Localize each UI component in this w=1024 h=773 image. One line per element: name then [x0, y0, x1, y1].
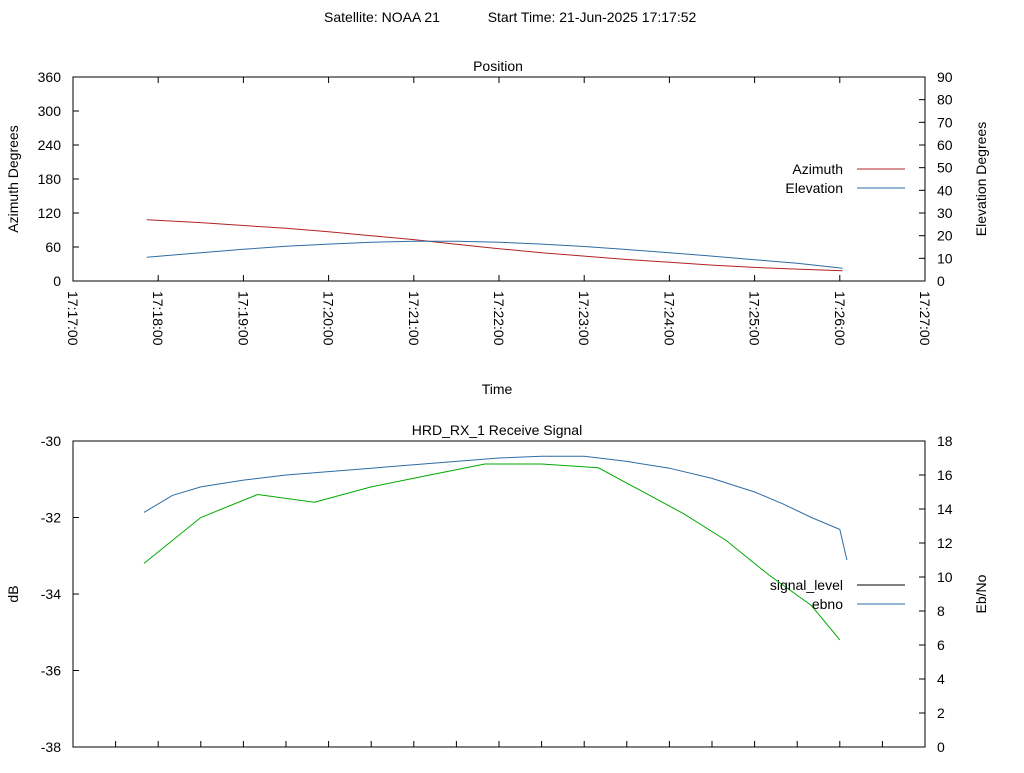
signal-ticks: -38 -36 -34 -32 -30 0 2 4 6 8 10 12 14 16 18: [41, 433, 953, 755]
legend-ebno-label: ebno: [812, 596, 843, 612]
elevation-tick-label: 30: [937, 205, 953, 221]
ebno-tick-label: 2: [937, 705, 945, 721]
azimuth-tick-label: 360: [38, 69, 62, 85]
time-tick-label: 17:22:00: [491, 291, 507, 346]
signal-panel: HRD_RX_1 Receive Signal dB Eb/No -38-36-…: [5, 422, 989, 755]
ebno-tick-label: 8: [937, 603, 945, 619]
time-tick-label: 17:21:00: [406, 291, 422, 346]
azimuth-tick-label: 60: [45, 239, 61, 255]
db-tick-label: -32: [41, 510, 61, 526]
elevation-tick-label: 50: [937, 160, 953, 176]
time-tick-label: 17:19:00: [235, 291, 251, 346]
elevation-tick-label: 40: [937, 182, 953, 198]
azimuth-tick-label: 180: [38, 171, 62, 187]
ebno-tick-label: 0: [937, 739, 945, 755]
legend-azimuth-label: Azimuth: [792, 161, 843, 177]
legend-elevation-label: Elevation: [785, 180, 843, 196]
ebno-tick-label: 14: [937, 501, 953, 517]
time-tick-label: 17:23:00: [576, 291, 592, 346]
ebno-tick-label: 12: [937, 535, 953, 551]
azimuth-tick-label: 300: [38, 103, 62, 119]
ebno-axis-label: Eb/No: [973, 574, 989, 613]
time-tick-label: 17:18:00: [150, 291, 166, 346]
azimuth-tick-label: 120: [38, 205, 62, 221]
ebno-tick-label: 18: [937, 433, 953, 449]
time-tick-label: 17:20:00: [321, 291, 337, 346]
position-title: Position: [473, 58, 523, 74]
signal-level-series-line: [143, 463, 841, 641]
ebno-tick-label: 16: [937, 467, 953, 483]
azimuth-series-line: [146, 219, 843, 272]
db-tick-label: -34: [41, 586, 61, 602]
elevation-tick-label: 90: [937, 69, 953, 85]
db-tick-label: -36: [41, 663, 61, 679]
signal-series: [143, 455, 848, 641]
elevation-tick-label: 60: [937, 137, 953, 153]
elevation-tick-label: 80: [937, 92, 953, 108]
start-time-label: Start Time: 21-Jun-2025 17:17:52: [488, 9, 697, 25]
time-tick-label: 17:24:00: [661, 291, 677, 346]
elevation-axis-label: Elevation Degrees: [973, 122, 989, 236]
ebno-tick-label: 4: [937, 671, 945, 687]
position-legend: Azimuth Elevation: [785, 161, 905, 196]
position-plot-frame: [72, 76, 926, 282]
elevation-tick-label: 0: [937, 273, 945, 289]
elevation-tick-label: 20: [937, 228, 953, 244]
elevation-tick-label: 70: [937, 114, 953, 130]
signal-title: HRD_RX_1 Receive Signal: [412, 422, 582, 438]
legend-signal-level-label: signal_level: [770, 577, 843, 593]
signal-legend: signal_level ebno: [770, 577, 905, 612]
time-tick-label: 17:17:00: [65, 291, 81, 346]
db-tick-label: -30: [41, 433, 61, 449]
ebno-tick-label: 6: [937, 637, 945, 653]
elevation-tick-label: 10: [937, 250, 953, 266]
position-ticks: 0 60 120 180 240 300 360 0 10 20 30 40 50 60 70 80 90 17:…: [38, 69, 953, 346]
db-tick-label: -38: [41, 739, 61, 755]
azimuth-tick-label: 0: [53, 273, 61, 289]
azimuth-tick-label: 240: [38, 137, 62, 153]
position-series: [146, 219, 843, 272]
time-tick-label: 17:26:00: [832, 291, 848, 346]
db-axis-label: dB: [5, 585, 21, 602]
azimuth-axis-label: Azimuth Degrees: [5, 125, 21, 232]
elevation-series-line: [146, 240, 843, 269]
position-panel: Position Azimuth Degrees Elevation Degre…: [5, 58, 989, 397]
time-tick-label: 17:25:00: [747, 291, 763, 346]
ebno-series-line: [143, 455, 848, 561]
ebno-tick-label: 10: [937, 569, 953, 585]
time-axis-label: Time: [482, 381, 513, 397]
satellite-label: Satellite: NOAA 21: [324, 9, 440, 25]
time-tick-label: 17:27:00: [917, 291, 933, 346]
